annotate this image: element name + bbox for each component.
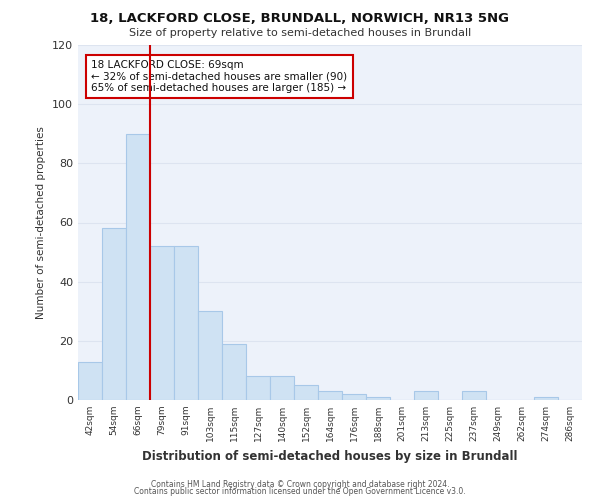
Bar: [126, 134, 150, 400]
X-axis label: Distribution of semi-detached houses by size in Brundall: Distribution of semi-detached houses by …: [142, 450, 518, 462]
Bar: [270, 376, 294, 400]
Bar: [342, 394, 366, 400]
Text: Contains public sector information licensed under the Open Government Licence v3: Contains public sector information licen…: [134, 488, 466, 496]
Text: Contains HM Land Registry data © Crown copyright and database right 2024.: Contains HM Land Registry data © Crown c…: [151, 480, 449, 489]
Bar: [534, 397, 558, 400]
Bar: [462, 391, 486, 400]
Text: Size of property relative to semi-detached houses in Brundall: Size of property relative to semi-detach…: [129, 28, 471, 38]
Bar: [318, 391, 342, 400]
Bar: [78, 362, 102, 400]
Bar: [366, 397, 390, 400]
Bar: [294, 385, 318, 400]
Bar: [222, 344, 246, 400]
Y-axis label: Number of semi-detached properties: Number of semi-detached properties: [37, 126, 46, 319]
Bar: [102, 228, 126, 400]
Bar: [414, 391, 438, 400]
Text: 18, LACKFORD CLOSE, BRUNDALL, NORWICH, NR13 5NG: 18, LACKFORD CLOSE, BRUNDALL, NORWICH, N…: [91, 12, 509, 26]
Bar: [198, 311, 222, 400]
Bar: [246, 376, 270, 400]
Bar: [150, 246, 174, 400]
Text: 18 LACKFORD CLOSE: 69sqm
← 32% of semi-detached houses are smaller (90)
65% of s: 18 LACKFORD CLOSE: 69sqm ← 32% of semi-d…: [91, 60, 347, 93]
Bar: [174, 246, 198, 400]
